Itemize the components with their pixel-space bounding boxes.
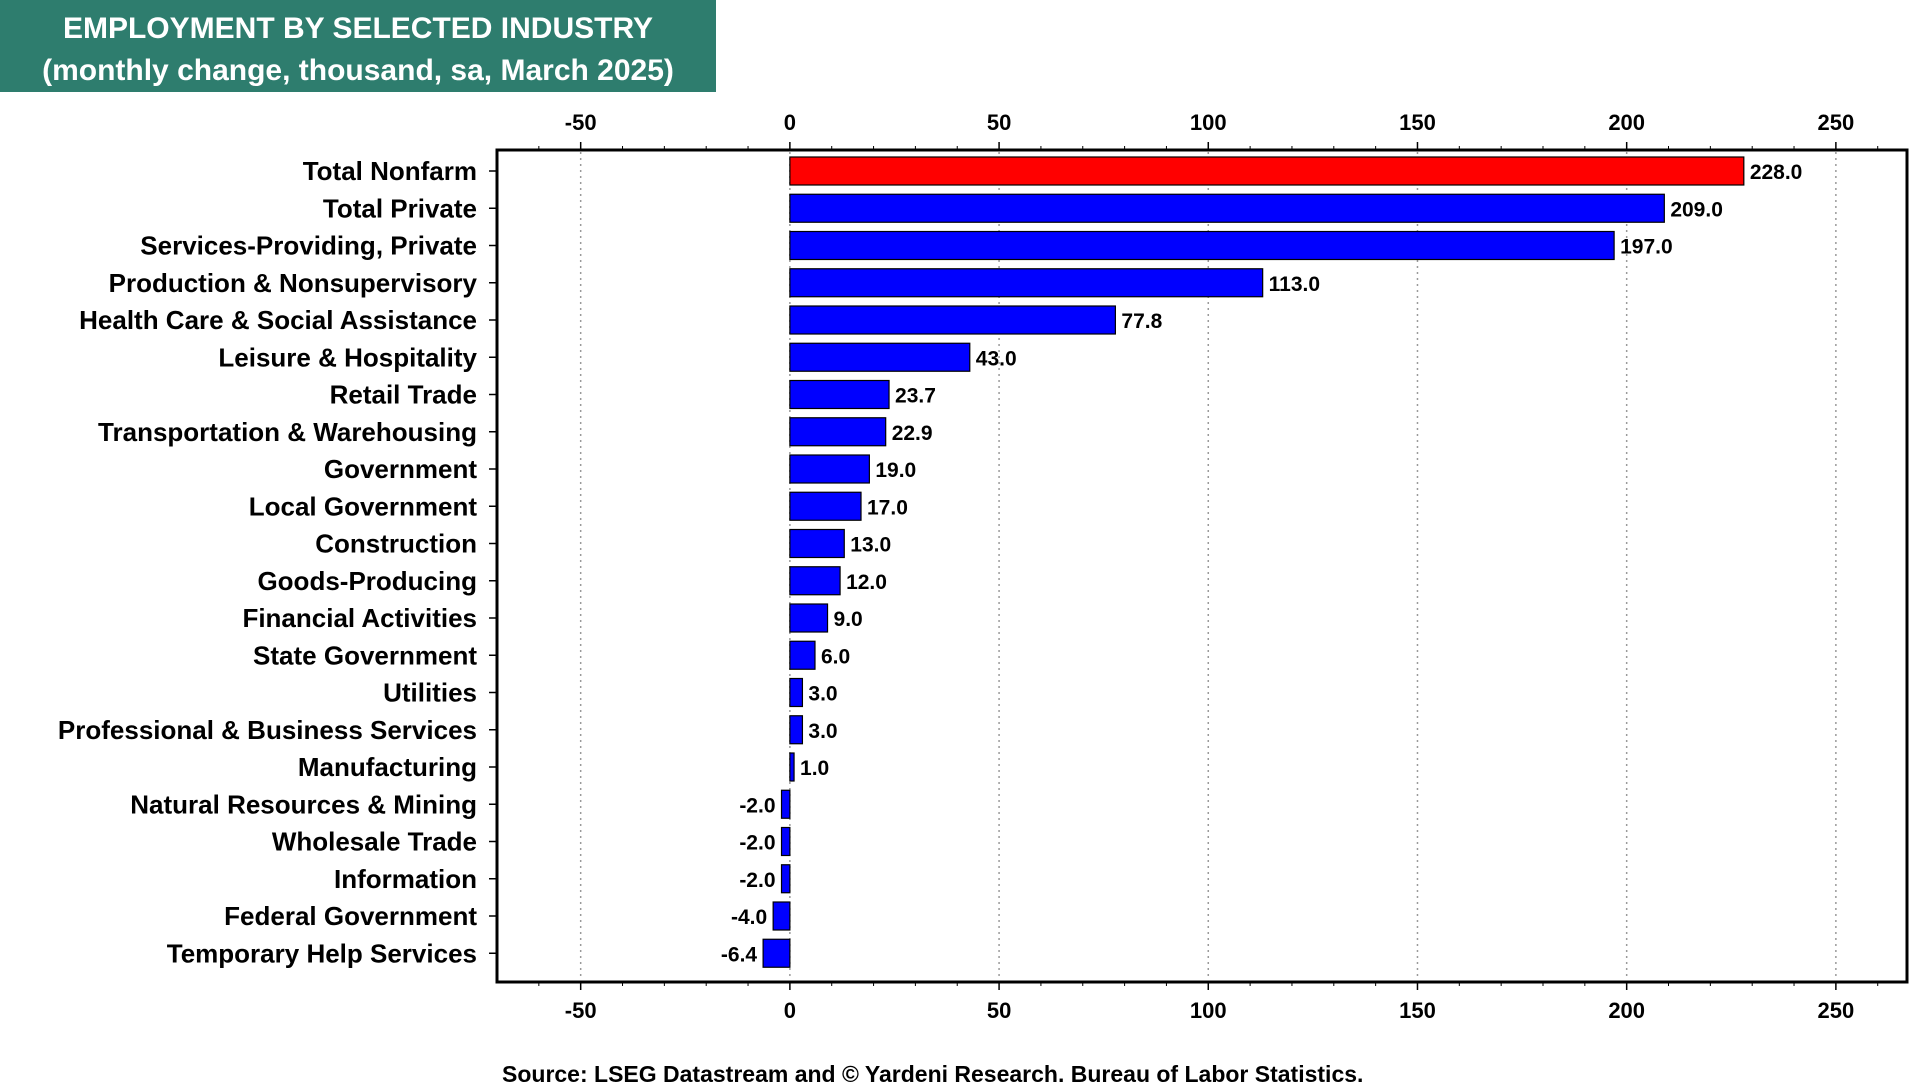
chart-subtitle: (monthly change, thousand, sa, March 202… <box>42 54 674 87</box>
x-tick-label-top: 0 <box>784 110 796 135</box>
value-label: 12.0 <box>846 571 887 594</box>
bar <box>789 268 1264 298</box>
x-tick-label-top: -50 <box>565 110 597 135</box>
value-label: -6.4 <box>721 943 758 966</box>
category-label: Natural Resources & Mining <box>130 789 477 819</box>
value-label: 19.0 <box>875 459 916 482</box>
category-label: Wholesale Trade <box>272 827 477 857</box>
value-label: 23.7 <box>895 385 936 408</box>
chart-title-box: EMPLOYMENT BY SELECTED INDUSTRY (monthly… <box>0 0 716 92</box>
bar <box>789 603 829 633</box>
bar <box>762 938 791 968</box>
category-label: State Government <box>253 640 477 670</box>
value-label: 228.0 <box>1750 161 1803 184</box>
bar <box>789 454 870 484</box>
value-label: 6.0 <box>821 645 850 668</box>
x-tick-label-bottom: 100 <box>1190 998 1227 1023</box>
x-tick-label-bottom: 150 <box>1399 998 1436 1023</box>
value-label: -4.0 <box>731 906 767 929</box>
category-label: Utilities <box>383 678 477 708</box>
category-label: Total Private <box>323 193 477 223</box>
category-label: Health Care & Social Assistance <box>79 305 477 335</box>
category-label: Production & Nonsupervisory <box>109 268 478 298</box>
x-tick-label-top: 250 <box>1818 110 1855 135</box>
plot-frame <box>495 148 1909 984</box>
value-label: -2.0 <box>739 832 775 855</box>
chart-title: EMPLOYMENT BY SELECTED INDUSTRY <box>62 12 654 45</box>
x-tick-label-bottom: 50 <box>987 998 1011 1023</box>
value-label: 3.0 <box>808 683 837 706</box>
category-label: Professional & Business Services <box>58 715 477 745</box>
x-tick-label-bottom: 0 <box>784 998 796 1023</box>
value-label: 197.0 <box>1620 236 1673 259</box>
x-tick-label-bottom: 250 <box>1818 998 1855 1023</box>
x-tick-label-bottom: -50 <box>565 998 597 1023</box>
bar <box>789 379 890 410</box>
bar <box>789 566 841 596</box>
value-label: 113.0 <box>1269 273 1320 296</box>
value-label: -2.0 <box>739 794 775 817</box>
bar <box>780 864 791 894</box>
bar <box>789 156 1745 186</box>
category-label: Leisure & Hospitality <box>218 342 477 372</box>
bar <box>789 342 971 372</box>
value-label: 3.0 <box>808 720 837 743</box>
value-label: -2.0 <box>739 869 775 892</box>
value-label: 17.0 <box>867 496 908 519</box>
category-label: Local Government <box>249 491 478 521</box>
value-labels: 228.0 209.0 197.0 113.0 77.8 43.0 23.7 22.9 19.0… <box>721 161 1802 966</box>
x-tick-label-top: 200 <box>1608 110 1645 135</box>
category-label: Transportation & Warehousing <box>98 417 477 447</box>
bar <box>789 677 804 708</box>
bar <box>772 901 791 931</box>
category-label: Total Nonfarm <box>303 156 477 186</box>
value-label: 22.9 <box>892 422 933 445</box>
x-tick-label-bottom: 200 <box>1608 998 1645 1023</box>
value-label: 1.0 <box>800 757 829 780</box>
value-label: 13.0 <box>850 534 891 557</box>
category-label: Government <box>324 454 477 484</box>
bar <box>789 193 1665 223</box>
x-tick-label-top: 100 <box>1190 110 1227 135</box>
category-label: Federal Government <box>224 901 477 931</box>
category-label: Goods-Producing <box>257 566 477 596</box>
bar <box>780 826 791 857</box>
category-label: Financial Activities <box>242 603 477 633</box>
value-label: 9.0 <box>834 608 863 631</box>
x-tick-label-top: 150 <box>1399 110 1436 135</box>
bar <box>789 528 845 559</box>
category-labels: Total Nonfarm Total Private Services-Provi… <box>58 156 497 968</box>
bar <box>789 752 795 782</box>
bar <box>789 715 804 745</box>
bar <box>789 491 862 521</box>
category-label: Services-Providing, Private <box>140 231 477 261</box>
category-label: Information <box>334 864 477 894</box>
category-label: Retail Trade <box>330 380 477 410</box>
source-note: Source: LSEG Datastream and © Yardeni Re… <box>502 1061 1364 1087</box>
bar <box>789 305 1116 335</box>
category-label: Manufacturing <box>298 752 477 782</box>
bars <box>762 156 1745 968</box>
category-label: Temporary Help Services <box>167 938 477 968</box>
value-label: 209.0 <box>1670 198 1723 221</box>
value-label: 77.8 <box>1121 310 1162 333</box>
value-label: 43.0 <box>976 347 1017 370</box>
category-label: Construction <box>315 529 477 559</box>
axis-ticks: -50 -50 0 0 50 50 100 100 150 150 200 200 250 250 <box>538 110 1879 1023</box>
bar <box>789 417 887 447</box>
bar <box>780 789 791 819</box>
bar <box>789 230 1615 261</box>
bar <box>789 640 816 670</box>
x-tick-label-top: 50 <box>987 110 1011 135</box>
